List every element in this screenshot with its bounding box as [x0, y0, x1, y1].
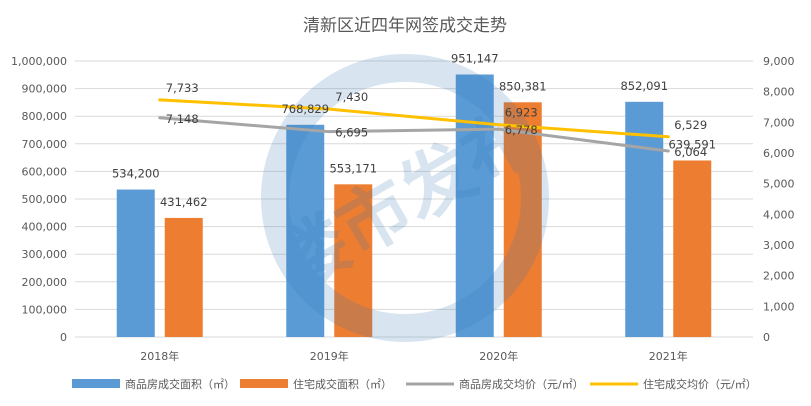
- line-point: [327, 107, 331, 111]
- x-tick-label: 2018年: [140, 349, 179, 363]
- left-axis: 0 100,000 200,000 300,000 400,000 500,000 600,…: [11, 55, 67, 344]
- left-tick-label: 600,000: [22, 165, 68, 178]
- bar-data-label: 768,829: [281, 102, 329, 116]
- left-tick-label: 900,000: [22, 83, 68, 96]
- left-tick-label: 500,000: [22, 193, 68, 206]
- watermark-ring: [261, 54, 549, 342]
- line-data-label: 7,148: [166, 112, 199, 126]
- series-line: [159, 98, 669, 139]
- left-tick-label: 300,000: [22, 248, 68, 261]
- bar-data-label: 534,200: [112, 167, 160, 181]
- x-tick-label: 2020年: [479, 349, 518, 363]
- bar: [455, 74, 494, 337]
- legend: 商品房成交面积（㎡） 住宅成交面积（㎡） 商品房成交均价（元/㎡） 住宅成交均价（元/…: [72, 377, 757, 391]
- bar: [334, 184, 373, 337]
- right-axis: 0 1,000 2,000 3,000 4,000 5,000 6,000 7,000 8,00…: [763, 55, 795, 344]
- line-data-label: 7,733: [166, 81, 199, 95]
- bar: [116, 189, 155, 337]
- chart-title: 清新区近四年网签成交走势: [303, 16, 507, 36]
- right-tick-label: 0: [763, 331, 770, 344]
- legend-label: 住宅成交均价（元/㎡）: [643, 377, 757, 391]
- line-data-label: 6,529: [674, 118, 707, 132]
- line-point: [158, 116, 162, 120]
- left-tick-label: 0: [60, 331, 67, 344]
- data-labels: 534,200 768,829 951,147 852,091 431,462 553,1…: [112, 51, 716, 208]
- bar-data-label: 850,381: [499, 79, 547, 93]
- right-tick-label: 8,000: [763, 86, 795, 99]
- left-tick-label: 200,000: [22, 276, 68, 289]
- bar-data-label: 639,591: [668, 137, 716, 151]
- right-tick-label: 3,000: [763, 239, 795, 252]
- line-series: [158, 98, 670, 153]
- bar-data-label: 852,091: [620, 79, 668, 93]
- x-tick-label: 2019年: [310, 349, 349, 363]
- series-line: [159, 116, 669, 153]
- line-data-label: 6,923: [505, 106, 538, 120]
- line-point: [497, 127, 501, 131]
- right-tick-label: 6,000: [763, 147, 795, 160]
- right-tick-label: 9,000: [763, 55, 795, 68]
- bar-series: [116, 74, 712, 338]
- bar: [625, 101, 664, 338]
- left-tick-label: 700,000: [22, 138, 68, 151]
- left-tick-label: 100,000: [22, 303, 68, 316]
- line-point: [666, 135, 670, 139]
- line-point: [327, 130, 331, 134]
- line-data-label: 7,430: [335, 90, 368, 104]
- bar: [164, 217, 203, 337]
- legend-label: 商品房成交面积（㎡）: [125, 377, 235, 391]
- line-point: [666, 149, 670, 153]
- bar: [286, 124, 325, 338]
- left-tick-label: 800,000: [22, 110, 68, 123]
- line-data-label: 6,778: [505, 123, 538, 137]
- bar: [503, 102, 542, 337]
- bar-data-label: 951,147: [451, 51, 499, 65]
- line-point: [158, 98, 162, 102]
- bar-data-label: 553,171: [329, 161, 377, 175]
- line-point: [497, 123, 501, 127]
- right-tick-label: 5,000: [763, 178, 795, 191]
- left-tick-label: 400,000: [22, 221, 68, 234]
- right-tick-label: 7,000: [763, 116, 795, 129]
- right-tick-label: 4,000: [763, 208, 795, 221]
- line-data-label: 6,695: [335, 126, 368, 140]
- right-tick-label: 1,000: [763, 300, 795, 313]
- legend-label: 住宅成交面积（㎡）: [293, 377, 392, 391]
- legend-swatch: [240, 379, 288, 388]
- bar: [673, 160, 712, 337]
- left-tick-label: 1,000,000: [11, 55, 67, 68]
- line-data-label: 6,064: [674, 145, 707, 159]
- x-tick-label: 2021年: [649, 349, 688, 363]
- x-axis: 2018年 2019年 2020年 2021年: [140, 349, 688, 363]
- right-tick-label: 2,000: [763, 270, 795, 283]
- legend-swatch: [72, 379, 120, 388]
- bar-data-label: 431,462: [160, 195, 208, 209]
- legend-label: 商品房成交均价（元/㎡）: [459, 377, 584, 391]
